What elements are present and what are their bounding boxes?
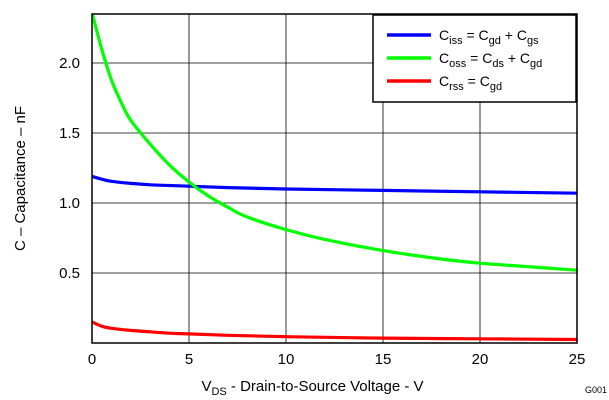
legend-label-2: Crss = Cgd bbox=[439, 73, 502, 93]
legend-label-part: iss bbox=[449, 35, 463, 47]
legend-label-1: Coss = Cds + Cgd bbox=[439, 50, 542, 70]
x-tick-label: 15 bbox=[375, 351, 392, 368]
y-tick-label: 0.5 bbox=[59, 265, 80, 282]
plot-frame bbox=[91, 13, 578, 344]
legend-label-part: = C bbox=[464, 73, 490, 89]
legend-label-part: ds bbox=[492, 58, 504, 70]
series-line-0 bbox=[92, 174, 577, 195]
x-tick-label: 0 bbox=[88, 351, 96, 368]
y-tick-labels: 0.5 1.0 1.5 2.0 bbox=[59, 55, 80, 282]
legend-label-part: C bbox=[439, 27, 449, 43]
series-line-2 bbox=[92, 320, 577, 342]
legend-label-part: gs bbox=[527, 35, 539, 47]
y-tick-label: 1.0 bbox=[59, 195, 80, 212]
legend-label-part: gd bbox=[490, 81, 502, 93]
x-axis-label-rest: - Drain-to-Source Voltage - V bbox=[227, 378, 424, 395]
legend-label-part: gd bbox=[530, 58, 542, 70]
legend-label-part: rss bbox=[449, 81, 464, 93]
legend-label-part: oss bbox=[449, 58, 467, 70]
series-lines bbox=[92, 14, 577, 342]
y-tick-label: 1.5 bbox=[59, 125, 80, 142]
x-tick-label: 25 bbox=[569, 351, 586, 368]
x-tick-label: 5 bbox=[185, 351, 193, 368]
figure-code: G001 bbox=[585, 385, 607, 395]
x-axis-label-sub: DS bbox=[211, 386, 226, 398]
legend-label-0: Ciss = Cgd + Cgs bbox=[439, 27, 539, 47]
series-line-1 bbox=[92, 14, 577, 272]
x-tick-label: 10 bbox=[278, 351, 295, 368]
legend-label-part: gd bbox=[489, 35, 501, 47]
x-axis-label-main: V bbox=[201, 378, 211, 395]
x-axis-label: VDS - Drain-to-Source Voltage - V bbox=[201, 378, 423, 398]
y-tick-label: 2.0 bbox=[59, 55, 80, 72]
x-tick-labels: 0 5 10 15 20 25 bbox=[88, 351, 586, 368]
legend-label-part: C bbox=[439, 50, 449, 66]
legend-label-part: = C bbox=[463, 27, 489, 43]
legend-label-part: C bbox=[439, 73, 449, 89]
legend-label-part: + C bbox=[504, 50, 530, 66]
legend-label-part: = C bbox=[466, 50, 492, 66]
legend-label-part: + C bbox=[501, 27, 527, 43]
y-axis-label: C – Capacitance – nF bbox=[12, 106, 29, 251]
x-tick-label: 20 bbox=[472, 351, 489, 368]
